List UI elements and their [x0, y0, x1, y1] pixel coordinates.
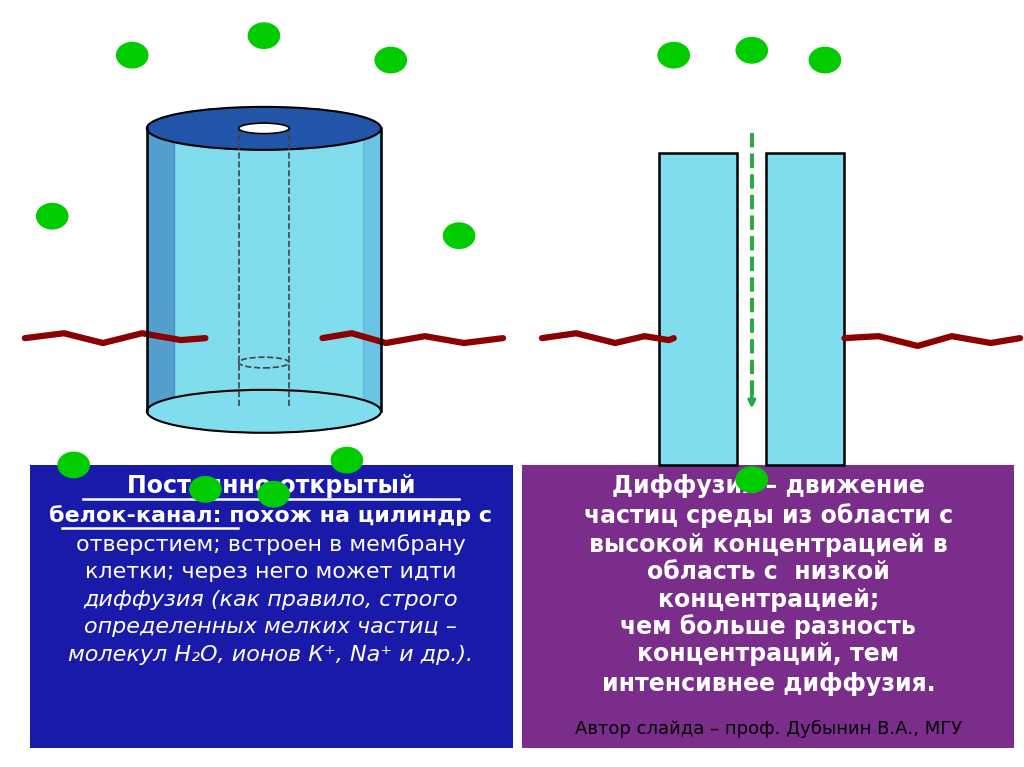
Bar [146, 128, 174, 411]
Bar [766, 153, 845, 465]
FancyBboxPatch shape [30, 465, 513, 748]
Ellipse shape [146, 107, 381, 150]
Text: определенных мелких частиц –: определенных мелких частиц – [84, 617, 457, 637]
Bar [659, 153, 737, 465]
Ellipse shape [58, 453, 89, 478]
Text: Постоянно открытый: Постоянно открытый [127, 475, 415, 499]
Ellipse shape [443, 223, 475, 249]
Ellipse shape [375, 48, 407, 73]
Ellipse shape [189, 476, 221, 502]
Ellipse shape [37, 203, 68, 229]
Ellipse shape [736, 38, 767, 63]
Ellipse shape [258, 482, 290, 507]
Bar [659, 153, 737, 465]
Text: Автор слайда – проф. Дубынин В.А., МГУ: Автор слайда – проф. Дубынин В.А., МГУ [574, 719, 962, 738]
Ellipse shape [239, 123, 290, 133]
Ellipse shape [809, 48, 841, 73]
Ellipse shape [117, 42, 147, 67]
Ellipse shape [658, 42, 689, 67]
Ellipse shape [332, 447, 362, 472]
Text: концентрацией;: концентрацией; [657, 588, 879, 611]
Text: отверстием; встроен в мембрану: отверстием; встроен в мембрану [76, 535, 466, 555]
Bar [364, 128, 381, 411]
Text: клетки; через него может идти: клетки; через него может идти [85, 562, 457, 582]
Ellipse shape [736, 467, 767, 492]
Text: белок-канал: похож на цилиндр с: белок-канал: похож на цилиндр с [49, 505, 493, 526]
Text: частиц среды из области с: частиц среды из области с [584, 503, 953, 528]
Text: Диффузия – движение: Диффузия – движение [612, 475, 925, 499]
Text: область с  низкой: область с низкой [647, 561, 890, 584]
Text: высокой концентрацией в: высокой концентрацией в [589, 533, 947, 557]
Ellipse shape [249, 23, 280, 48]
Text: чем больше разность: чем больше разность [621, 614, 916, 640]
Text: диффузия (как правило, строго: диффузия (как правило, строго [84, 590, 458, 610]
Text: интенсивнее диффузия.: интенсивнее диффузия. [601, 672, 935, 696]
FancyBboxPatch shape [522, 465, 1014, 748]
Bar [146, 128, 381, 411]
Ellipse shape [146, 390, 381, 433]
Text: концентраций, тем: концентраций, тем [637, 642, 899, 667]
Bar [766, 153, 845, 465]
Text: молекул Н₂О, ионов К⁺, Na⁺ и др.).: молекул Н₂О, ионов К⁺, Na⁺ и др.). [69, 645, 473, 665]
